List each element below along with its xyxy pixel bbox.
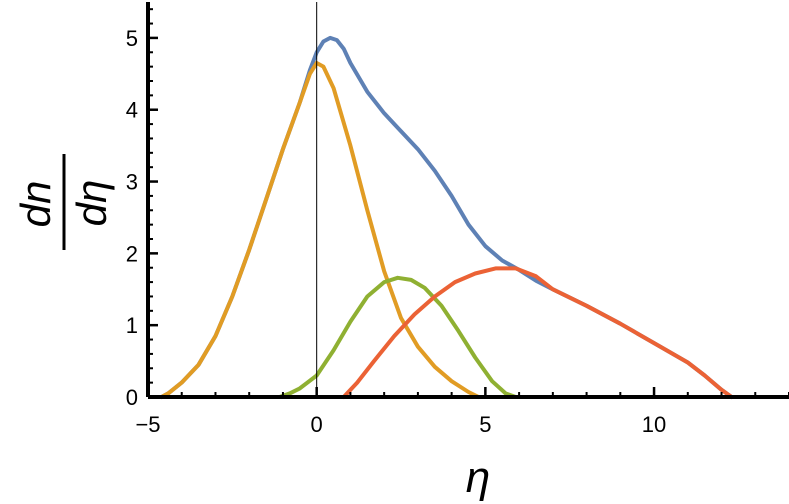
- x-axis: −5 0 5 10: [135, 387, 789, 437]
- x-tick-label: −5: [135, 412, 160, 437]
- y-axis-label: dn dη: [12, 154, 115, 250]
- y-axis-label-denominator: dη: [68, 180, 115, 227]
- y-tick-label: 1: [126, 313, 138, 338]
- x-axis-label: η: [466, 453, 490, 502]
- x-tick-label: 0: [311, 412, 323, 437]
- y-axis-label-numerator: dn: [12, 181, 59, 228]
- y-tick-label: 3: [126, 170, 138, 195]
- y-axis: 0 1 2 3 4 5: [126, 2, 158, 410]
- y-tick-label: 5: [126, 26, 138, 51]
- x-tick-label: 5: [479, 412, 491, 437]
- series-line-2: [159, 61, 481, 399]
- y-tick-label: 2: [126, 241, 138, 266]
- series-line-1: [159, 35, 734, 399]
- y-tick-label: 4: [126, 98, 138, 123]
- series-line-4: [341, 266, 734, 399]
- series-line-3: [277, 275, 518, 399]
- series-layer: [159, 35, 734, 399]
- y-tick-label: 0: [126, 385, 138, 410]
- x-tick-label: 10: [642, 412, 666, 437]
